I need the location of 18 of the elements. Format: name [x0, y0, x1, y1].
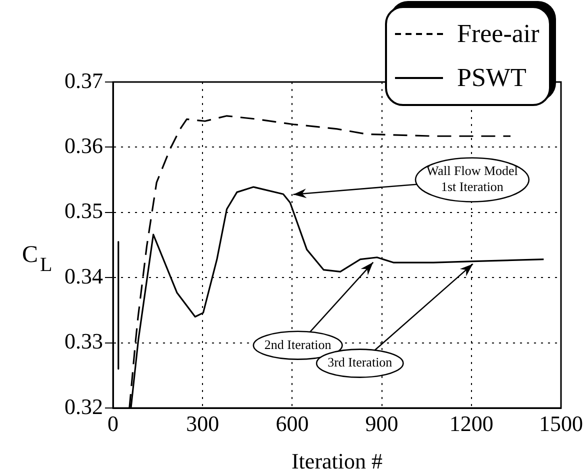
x-axis-title: Iteration #: [291, 448, 383, 474]
x-tick-label: 300: [186, 410, 220, 436]
x-tick-label: 600: [276, 410, 309, 436]
x-tick-label: 0: [108, 410, 118, 436]
annotation: Wall Flow Model 1st Iteration: [426, 163, 518, 194]
x-tick-label: 1200: [449, 410, 494, 436]
y-tick-label: 0.32: [64, 394, 103, 419]
annotation: 2nd Iteration: [264, 336, 332, 352]
legend-label: PSWT: [457, 62, 526, 94]
legend-label: Free-air: [457, 18, 540, 50]
annotation: 3rd Iteration: [328, 354, 393, 370]
y-tick-label: 0.34: [64, 263, 103, 288]
y-tick-label: 0.35: [64, 198, 103, 224]
x-tick-label: 900: [365, 410, 398, 436]
y-tick-label: 0.37: [64, 68, 103, 93]
x-tick-label: 1500: [539, 410, 583, 436]
y-tick-label: 0.36: [64, 132, 103, 158]
y-tick-label: 0.33: [64, 328, 103, 354]
